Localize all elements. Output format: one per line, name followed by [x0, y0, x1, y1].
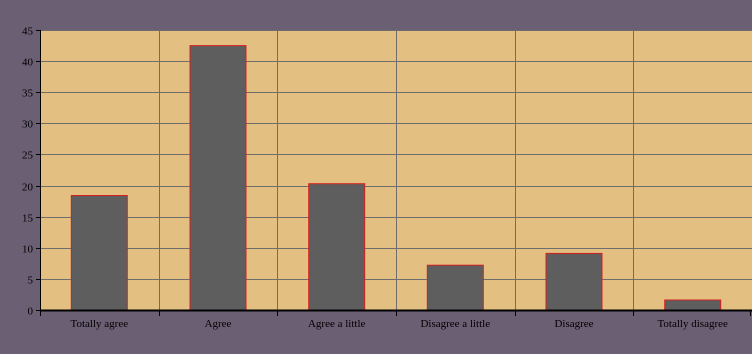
y-tick-label: 25 [22, 150, 34, 162]
y-tick-label: 45 [22, 26, 34, 38]
x-tick-label: Disagree a little [420, 318, 490, 330]
bar-disagree [545, 252, 603, 311]
y-tick-label: 10 [22, 244, 34, 256]
bar-agree-a-little [308, 183, 366, 311]
tick-labels: 0 5 10 15 20 25 30 35 40 45 Totally agree Agree Agre… [22, 26, 728, 331]
x-tick-label: Agree a little [308, 318, 366, 330]
bars [70, 45, 722, 311]
y-tick-label: 40 [22, 57, 34, 69]
bar-totally-agree [70, 195, 128, 311]
axes [36, 30, 752, 316]
grid-lines [40, 30, 752, 310]
y-tick-label: 0 [28, 306, 34, 318]
x-tick-label: Totally disagree [657, 318, 728, 330]
x-tick-label: Disagree [554, 318, 593, 330]
y-tick-label: 5 [28, 275, 34, 287]
bar-agree [189, 45, 247, 311]
x-tick-label: Agree [205, 318, 232, 330]
y-tick-label: 35 [22, 88, 34, 100]
y-tick-label: 30 [22, 119, 34, 131]
y-tick-label: 15 [22, 213, 34, 225]
y-tick-label: 20 [22, 182, 34, 194]
bar-totally-disagree [664, 299, 722, 311]
x-tick-label: Totally agree [71, 318, 129, 330]
bar-disagree-a-little [426, 264, 484, 311]
